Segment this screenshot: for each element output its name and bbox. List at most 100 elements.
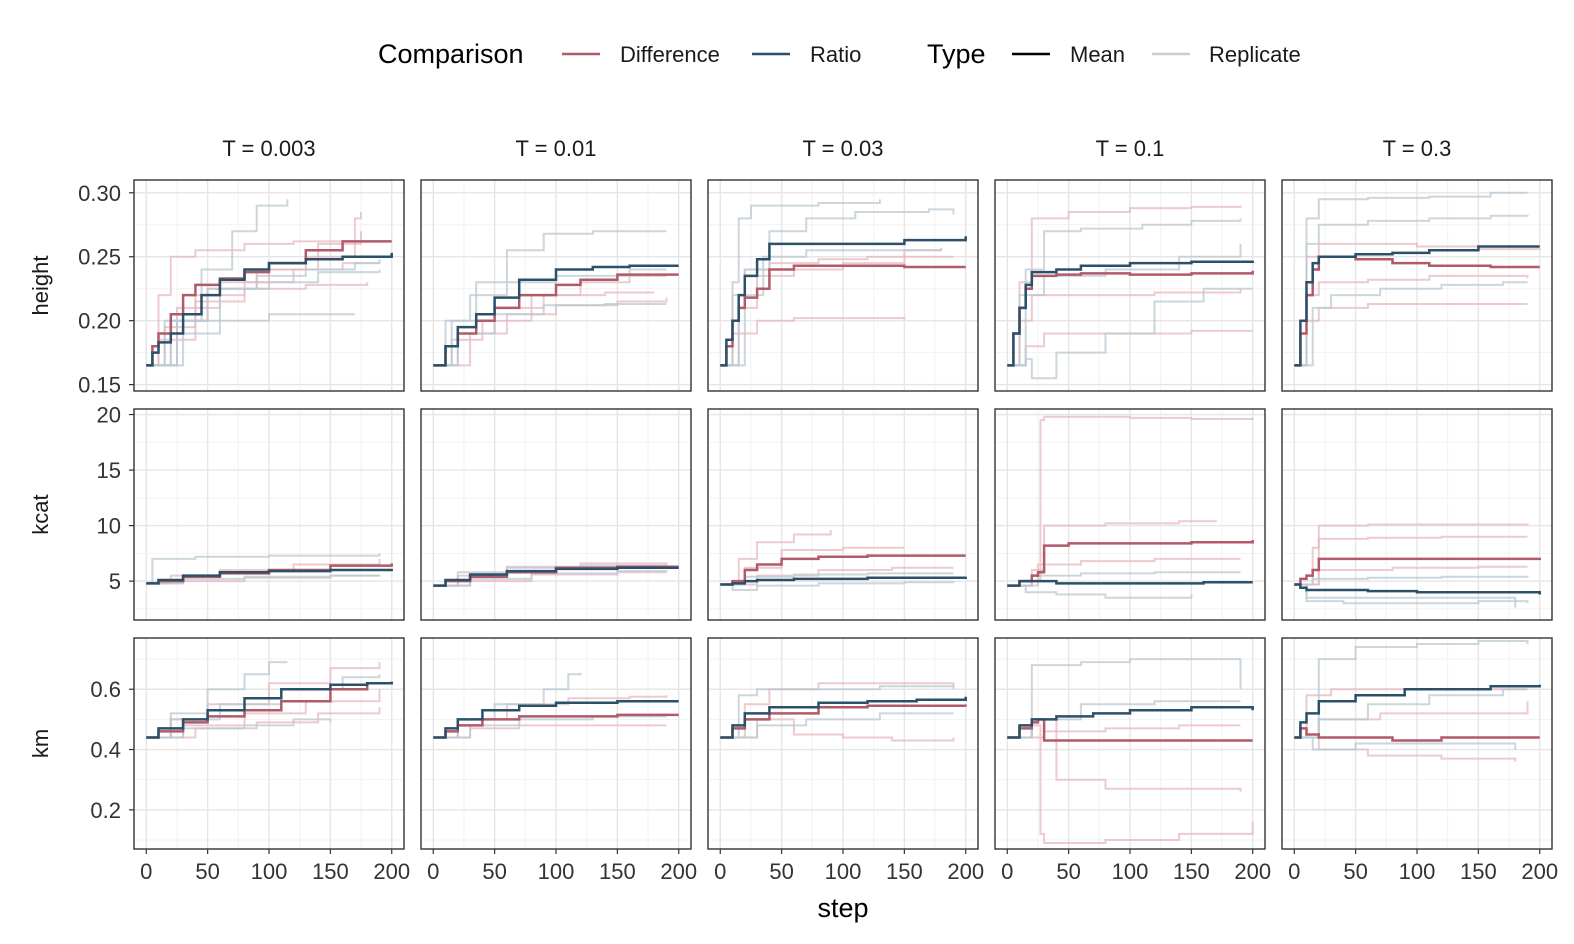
mean-line-ratio: [433, 566, 679, 587]
panel-r2-c4: [1281, 637, 1553, 850]
panel-lines: [1294, 640, 1541, 762]
x-tick-label: 100: [1112, 859, 1149, 884]
row-label-km: km: [28, 729, 53, 758]
replicate-line-difference: [146, 707, 381, 739]
x-tick-label: 200: [373, 859, 410, 884]
panel-lines: [1294, 191, 1541, 367]
replicate-line-ratio: [433, 230, 667, 367]
replicate-line-ratio: [1007, 287, 1253, 380]
x-tick-label: 200: [660, 859, 697, 884]
replicate-line-ratio: [146, 259, 381, 367]
panel-lines: [146, 199, 393, 367]
mean-line-ratio: [1294, 684, 1541, 739]
mean-line-ratio: [720, 576, 967, 586]
replicate-line-ratio: [1294, 281, 1528, 367]
y-tick-label: 20: [97, 403, 121, 428]
facet-label-0: T = 0.003: [222, 136, 315, 161]
x-tick-label: 0: [1001, 859, 1013, 884]
x-tick-label: 0: [140, 859, 152, 884]
panel-r0-c2: [707, 179, 979, 392]
legend-label-difference: Difference: [620, 42, 720, 67]
panel-border: [994, 408, 1266, 621]
panel-lines: [433, 562, 679, 587]
x-tick-label: 50: [769, 859, 793, 884]
x-tick-label: 0: [1288, 859, 1300, 884]
panel-r1-c4: [1281, 408, 1553, 621]
x-tick-label: 100: [825, 859, 862, 884]
mean-line-ratio: [433, 700, 679, 739]
x-axis-ticks: 0 50 100 150 200 0 50 100 150 200 0 50 100 150 200 0 50 1…: [140, 849, 1558, 884]
replicate-line-ratio: [720, 685, 955, 739]
replicate-line-difference: [720, 530, 832, 586]
replicate-line-ratio: [1294, 640, 1529, 739]
panel-lines: [1007, 415, 1254, 599]
y-axis-ticks: 0.15 0.20 0.25 0.30 5 10 15 20 0.2 0.4 0.6: [78, 181, 134, 823]
mean-line-difference: [1294, 557, 1541, 586]
x-tick-label: 100: [1399, 859, 1436, 884]
x-axis-title: step: [817, 893, 868, 923]
panel-lines: [1294, 523, 1541, 608]
replicate-line-ratio: [720, 712, 954, 739]
y-tick-label: 0.30: [78, 181, 121, 206]
panel-border: [1281, 408, 1553, 621]
panel-r2-c3: [994, 637, 1266, 850]
mean-line-ratio: [720, 696, 967, 739]
y-tick-label: 0.20: [78, 309, 121, 334]
legend-title-comparison: Comparison: [378, 39, 524, 69]
panel-r1-c0: [133, 408, 405, 621]
panel-r0-c3: [994, 179, 1266, 392]
y-tick-label: 0.25: [78, 245, 121, 270]
mean-line-ratio: [1007, 579, 1253, 587]
replicate-line-ratio: [433, 303, 667, 367]
x-tick-label: 50: [1343, 859, 1367, 884]
y-tick-label: 0.6: [90, 677, 121, 702]
panel-border: [994, 179, 1266, 392]
panel-r0-c0: [133, 179, 405, 392]
facet-strips: T = 0.003 T = 0.01 T = 0.03 T = 0.1 T = 0.3: [222, 136, 1451, 161]
mean-line-ratio: [146, 252, 393, 367]
replicate-line-difference: [720, 566, 954, 586]
y-tick-label: 5: [109, 569, 121, 594]
facet-label-2: T = 0.03: [803, 136, 884, 161]
legend-label-mean: Mean: [1070, 42, 1125, 67]
y-tick-label: 0.15: [78, 373, 121, 398]
x-tick-label: 100: [251, 859, 288, 884]
mean-line-ratio: [1294, 245, 1540, 367]
mean-line-ratio: [146, 568, 393, 585]
panel-lines: [720, 199, 967, 367]
panel-r1-c1: [420, 408, 692, 621]
facet-label-4: T = 0.3: [1383, 136, 1452, 161]
replicate-line-ratio: [1007, 571, 1241, 587]
replicate-line-difference: [433, 297, 668, 367]
replicate-line-ratio: [146, 718, 332, 739]
panel-border: [133, 408, 405, 621]
row-label-kcat: kcat: [28, 494, 53, 534]
replicate-line-difference: [1007, 205, 1242, 367]
x-tick-label: 150: [1173, 859, 1210, 884]
replicate-line-ratio: [1007, 218, 1242, 367]
mean-line-ratio: [720, 236, 967, 367]
replicate-line-difference: [1294, 565, 1528, 586]
panel-lines: [1007, 658, 1254, 844]
replicate-line-ratio: [1294, 736, 1517, 751]
mean-line-ratio: [1294, 583, 1541, 595]
mean-line-difference: [720, 554, 966, 586]
row-label-height: height: [28, 256, 53, 316]
panel-lines: [433, 672, 679, 739]
replicate-line-ratio: [720, 581, 955, 591]
replicate-line-ratio: [1007, 584, 1193, 599]
panel-border: [420, 408, 692, 621]
replicate-line-ratio: [146, 553, 381, 585]
panel-border: [707, 179, 979, 392]
replicate-line-ratio: [720, 249, 942, 367]
legend: Comparison Difference Ratio Type Mean Replica…: [378, 39, 1301, 69]
facet-label-3: T = 0.1: [1096, 136, 1165, 161]
replicate-line-ratio: [1007, 658, 1242, 739]
mean-line-difference: [720, 704, 967, 739]
replicate-line-ratio: [720, 199, 881, 367]
replicate-line-ratio: [720, 208, 955, 367]
mean-line-ratio: [1007, 260, 1254, 367]
panel-r2-c2: [707, 637, 979, 850]
replicate-line-ratio: [146, 269, 381, 367]
